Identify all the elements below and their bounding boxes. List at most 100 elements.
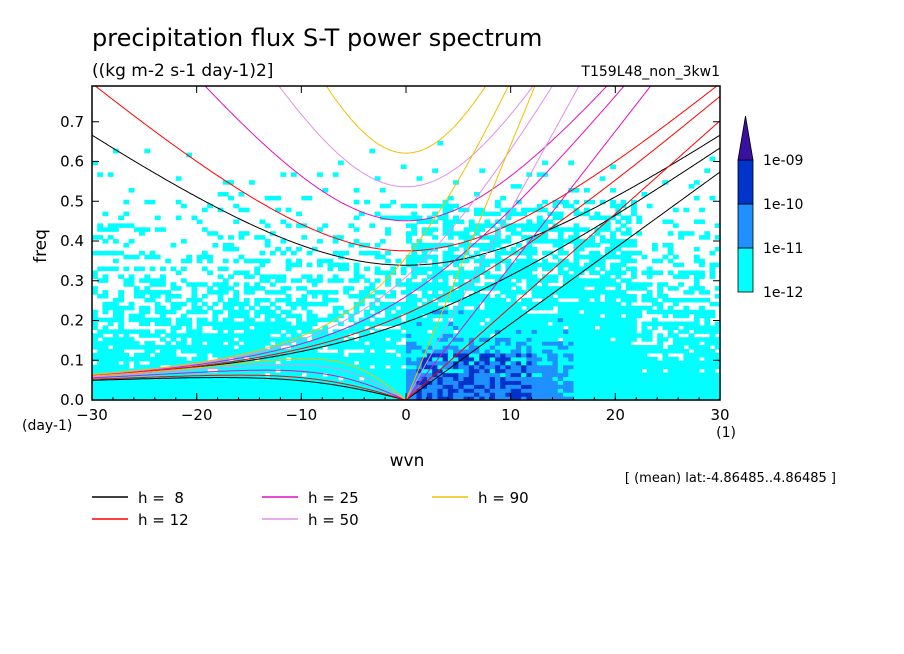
power-cell xyxy=(447,294,454,299)
power-cell xyxy=(296,325,302,330)
power-cell xyxy=(610,309,616,315)
power-cell xyxy=(693,356,700,362)
power-cell xyxy=(285,325,292,330)
power-cell xyxy=(432,266,438,272)
power-cell xyxy=(521,325,527,330)
power-cell xyxy=(186,392,193,397)
power-cell xyxy=(515,290,522,295)
power-cell xyxy=(615,203,622,209)
power-cell xyxy=(620,348,627,354)
power-cell xyxy=(233,294,240,299)
power-cell xyxy=(583,321,590,327)
power-cell xyxy=(458,356,465,362)
power-cell xyxy=(222,290,229,295)
power-cell xyxy=(699,286,705,291)
power-cell xyxy=(259,384,266,389)
power-cell xyxy=(154,380,161,385)
power-cell xyxy=(264,392,271,397)
power-cell xyxy=(437,286,444,291)
power-cell xyxy=(416,176,423,181)
power-cell xyxy=(610,321,616,327)
power-cell xyxy=(515,309,522,315)
power-cell xyxy=(243,270,250,275)
power-cell xyxy=(364,266,370,272)
power-cell xyxy=(510,223,517,228)
power-cell xyxy=(301,396,308,401)
power-cell xyxy=(510,231,517,236)
power-cell xyxy=(280,348,287,354)
power-cell xyxy=(411,254,418,260)
power-cell xyxy=(573,372,580,378)
power-cell xyxy=(175,372,182,378)
power-cell xyxy=(474,356,480,362)
power-cell xyxy=(505,345,512,350)
power-cell xyxy=(484,274,491,279)
power-cell xyxy=(500,317,507,323)
power-cell xyxy=(573,337,580,342)
power-cell xyxy=(364,368,370,374)
power-cell xyxy=(615,266,622,272)
power-cell xyxy=(285,294,292,299)
power-cell xyxy=(421,348,428,354)
power-cell xyxy=(688,297,695,303)
power-cell xyxy=(406,258,412,264)
power-cell xyxy=(421,290,428,295)
power-cell xyxy=(411,301,418,307)
power-cell xyxy=(489,325,496,330)
power-cell xyxy=(484,345,491,350)
power-cell xyxy=(411,294,418,299)
power-cell xyxy=(500,305,507,311)
power-cell xyxy=(615,388,622,393)
power-cell xyxy=(458,258,465,264)
power-cell xyxy=(233,219,240,224)
power-cell xyxy=(275,364,281,370)
power-cell xyxy=(92,352,98,358)
power-cell xyxy=(426,356,433,362)
power-cell xyxy=(505,290,512,295)
power-cell xyxy=(510,392,517,397)
power-cell xyxy=(458,345,465,350)
power-cell xyxy=(275,325,281,330)
power-cell xyxy=(118,325,124,330)
power-cell xyxy=(296,321,302,327)
power-cell xyxy=(463,297,470,303)
power-cell xyxy=(500,274,507,279)
power-cell xyxy=(212,313,219,319)
power-cell xyxy=(317,227,323,232)
power-cell xyxy=(154,360,161,366)
power-cell xyxy=(578,329,585,334)
power-cell xyxy=(92,345,98,350)
power-cell xyxy=(589,360,595,366)
power-cell xyxy=(547,305,554,311)
power-cell xyxy=(515,274,522,279)
power-cell xyxy=(180,258,187,264)
power-cell xyxy=(552,199,559,205)
power-cell xyxy=(636,333,643,338)
rossby-wave-curve xyxy=(92,358,407,400)
power-cell xyxy=(594,297,601,303)
power-cell xyxy=(170,333,177,338)
power-cell xyxy=(552,337,559,342)
power-cell xyxy=(699,388,705,393)
power-cell xyxy=(290,313,297,319)
power-cell xyxy=(542,348,548,354)
power-cell xyxy=(348,278,355,283)
power-cell xyxy=(332,364,339,370)
power-cell xyxy=(348,352,355,358)
power-cell xyxy=(453,270,459,275)
power-cell xyxy=(500,396,507,401)
power-cell xyxy=(395,337,402,342)
power-cell xyxy=(641,294,648,299)
power-cell xyxy=(332,360,339,366)
power-cell xyxy=(672,262,679,268)
power-cell xyxy=(180,266,187,272)
power-cell xyxy=(563,282,569,287)
power-cell xyxy=(494,348,501,354)
power-cell xyxy=(390,313,397,319)
power-cell xyxy=(646,321,653,327)
power-cell xyxy=(353,215,360,221)
power-cell xyxy=(678,368,684,374)
power-cell xyxy=(217,325,224,330)
power-cell xyxy=(269,309,276,315)
power-cell xyxy=(154,333,161,338)
